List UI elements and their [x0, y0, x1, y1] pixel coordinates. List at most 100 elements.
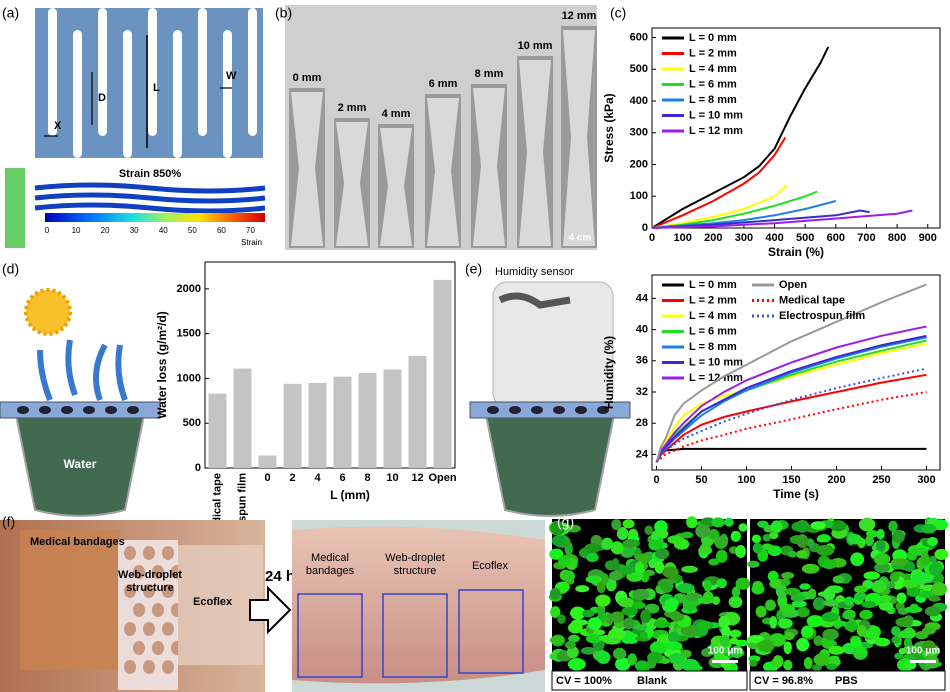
y-tick-label: 200 [630, 158, 648, 170]
cell [769, 615, 778, 629]
arm [292, 526, 545, 684]
pore [83, 406, 95, 414]
cell [918, 590, 935, 599]
cell [567, 658, 586, 671]
pore [575, 406, 587, 414]
pore [127, 406, 139, 414]
specimen-body [473, 88, 505, 246]
slot [48, 8, 57, 136]
cell [780, 578, 791, 587]
cell [549, 636, 565, 645]
y-tick-label: 44 [636, 292, 649, 304]
cell [681, 658, 700, 672]
series-line [651, 184, 788, 229]
cell [791, 600, 807, 608]
plot-frame [651, 274, 941, 471]
series-line [655, 447, 927, 463]
slot [198, 8, 207, 136]
web-hole [152, 603, 164, 617]
cell [912, 571, 930, 585]
web-hole [143, 584, 155, 598]
web-hole [143, 546, 155, 560]
water-label: Water [64, 457, 97, 471]
legend-label: L = 4 mm [689, 63, 737, 75]
sample-label: 4 mm [382, 108, 411, 120]
cell [751, 534, 762, 544]
sample-zone [458, 589, 524, 674]
pore [105, 406, 117, 414]
y-tick-label: 24 [636, 448, 649, 460]
cell [610, 541, 624, 555]
cell [777, 618, 793, 629]
cell [927, 536, 939, 546]
cell [711, 517, 725, 528]
cell [772, 655, 784, 668]
cell [801, 625, 814, 638]
vapor-arrow [37, 349, 53, 402]
cell [715, 549, 728, 563]
cell [731, 586, 741, 598]
cell [796, 534, 809, 548]
after-label: bandages [306, 565, 355, 577]
legend-label: Electrospun film [779, 310, 865, 322]
specimen-body [563, 30, 595, 246]
colorbar-label: Strain [241, 238, 262, 247]
series-line [651, 209, 870, 229]
cell [729, 629, 742, 638]
cell [747, 635, 765, 644]
x-axis-label: Strain (%) [768, 245, 824, 259]
caption: Blank [637, 675, 668, 687]
sample-label: 6 mm [429, 78, 458, 90]
cell [634, 624, 648, 631]
cell [550, 521, 566, 535]
cell [876, 528, 885, 540]
cell [874, 562, 891, 573]
cell [861, 600, 877, 609]
cell [892, 530, 905, 544]
time-label: 24 h [265, 568, 295, 585]
cell [695, 524, 711, 539]
colorbar [45, 213, 265, 222]
bar [308, 382, 327, 468]
cell [601, 537, 614, 550]
vapor-arrow [93, 343, 108, 402]
plot-frame [651, 27, 941, 229]
cell [701, 647, 714, 657]
cell [890, 558, 908, 566]
y-axis-label: Stress (kPa) [602, 93, 616, 162]
cell [681, 565, 698, 574]
dimension-label: X [54, 120, 62, 132]
cell [603, 638, 621, 645]
cell [784, 587, 801, 596]
unit-cell [5, 168, 25, 248]
cell [812, 597, 826, 611]
cell [796, 550, 808, 559]
cell [655, 548, 670, 560]
cell [844, 620, 859, 632]
cell [796, 637, 810, 652]
cell [653, 620, 671, 628]
cell [790, 594, 807, 602]
bar [333, 376, 352, 468]
web-hole [133, 603, 145, 617]
series-line [651, 209, 913, 229]
cell [662, 566, 679, 579]
cell [924, 606, 941, 617]
legend-label: L = 2 mm [689, 47, 737, 59]
before-label: Ecoflex [193, 596, 233, 608]
dimension-label: D [98, 92, 106, 104]
after-label: structure [394, 565, 437, 577]
cell [844, 596, 855, 606]
cell [874, 637, 891, 647]
series-line [651, 46, 830, 229]
cell [822, 628, 839, 641]
bar [208, 393, 227, 468]
panel-label: (f) [2, 514, 15, 530]
slot [223, 30, 232, 158]
cell [585, 575, 602, 584]
web-hole [124, 622, 136, 636]
cell [730, 645, 744, 659]
cell [770, 520, 783, 534]
series-line [655, 283, 927, 463]
cell [708, 558, 720, 566]
